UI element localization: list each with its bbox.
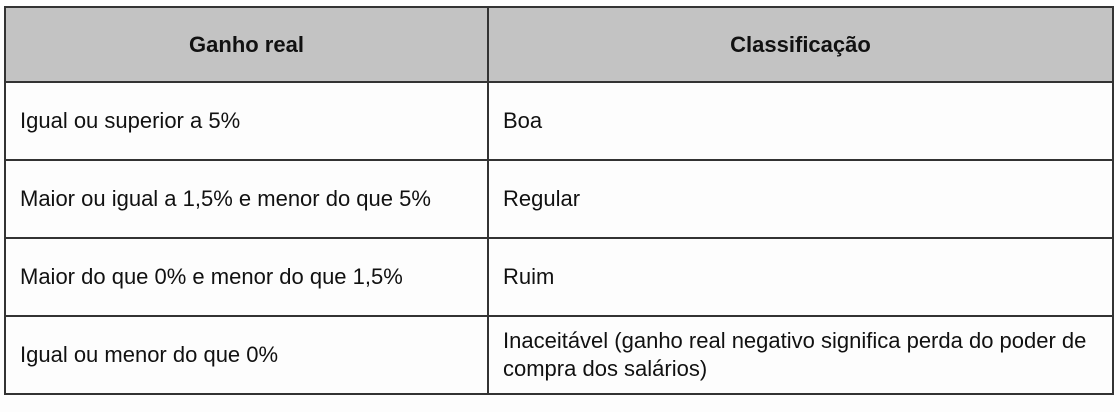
cell-classificacao: Ruim bbox=[487, 237, 1114, 317]
cell-ganho-real: Maior do que 0% e menor do que 1,5% bbox=[4, 237, 489, 317]
table-row: Maior ou igual a 1,5% e menor do que 5% … bbox=[4, 159, 1114, 239]
table-row: Igual ou superior a 5% Boa bbox=[4, 81, 1114, 161]
table-row: Maior do que 0% e menor do que 1,5% Ruim bbox=[4, 237, 1114, 317]
cell-ganho-real: Maior ou igual a 1,5% e menor do que 5% bbox=[4, 159, 489, 239]
cell-classificacao: Inaceitável (ganho real negativo signifi… bbox=[487, 315, 1114, 395]
cell-ganho-real: Igual ou superior a 5% bbox=[4, 81, 489, 161]
header-classificacao: Classificação bbox=[487, 6, 1114, 83]
table-row: Igual ou menor do que 0% Inaceitável (ga… bbox=[4, 315, 1114, 395]
header-ganho-real: Ganho real bbox=[4, 6, 489, 83]
cell-ganho-real: Igual ou menor do que 0% bbox=[4, 315, 489, 395]
cell-classificacao: Regular bbox=[487, 159, 1114, 239]
cell-classificacao: Boa bbox=[487, 81, 1114, 161]
header-row: Ganho real Classificação bbox=[4, 6, 1114, 83]
classification-table: Ganho real Classificação Igual ou superi… bbox=[4, 6, 1114, 395]
